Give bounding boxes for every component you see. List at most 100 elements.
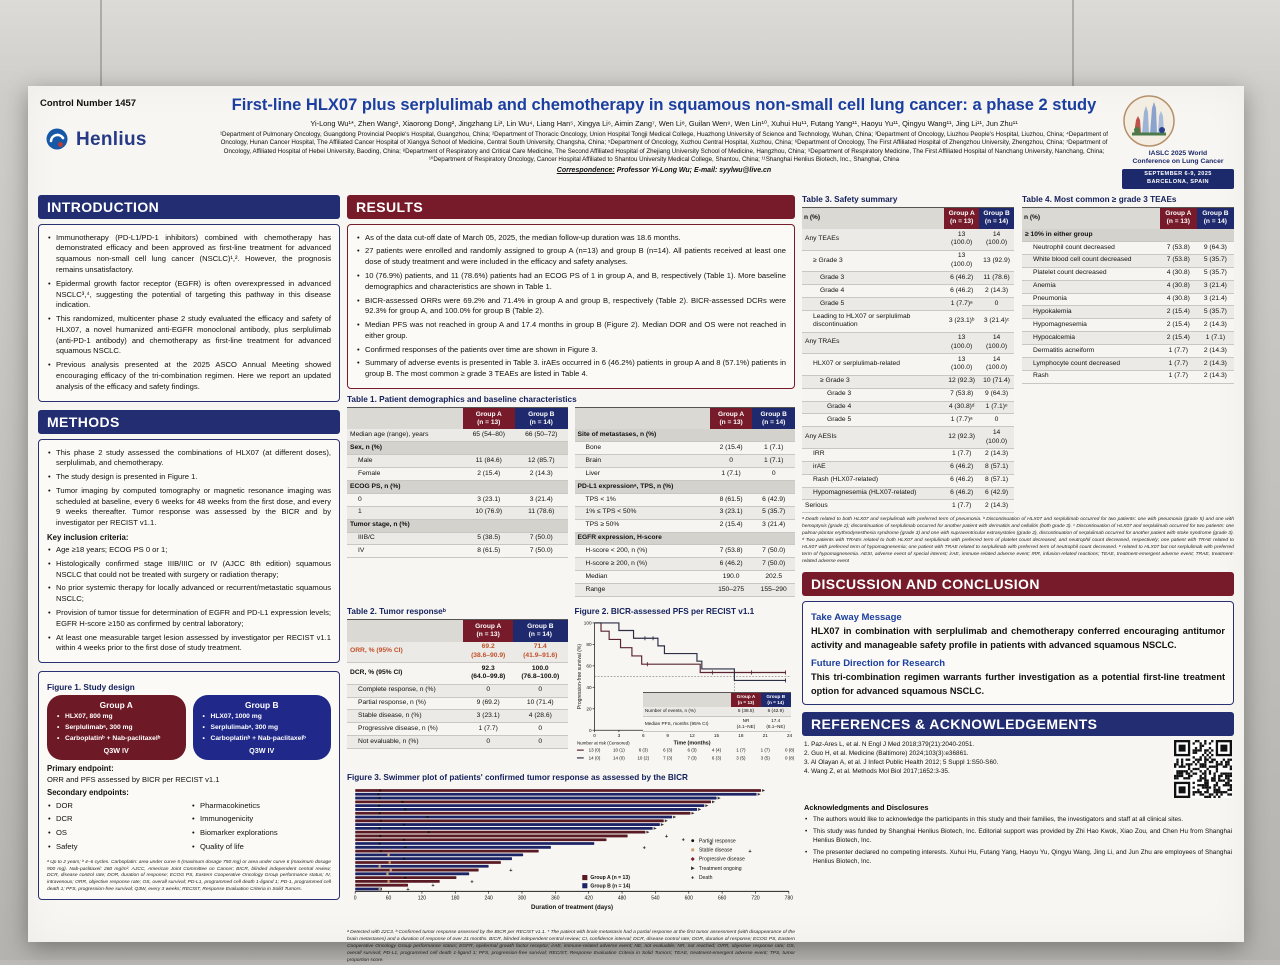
group-a-box: Group A HLX07, 800 mgSerplulimabᵃ, 300 m… <box>47 695 186 760</box>
table-cell-value: 4 (30.8) <box>1160 293 1197 306</box>
table-cell-value: 3 (23.1)ᵇ <box>944 310 979 332</box>
results-bullet: As of the data cut-off date of March 05,… <box>356 233 786 244</box>
table-cell-value: 6 (46.2) <box>944 487 979 500</box>
svg-text:+: + <box>509 868 512 874</box>
poster-title: First-line HLX07 plus serplulimab and ch… <box>214 96 1114 115</box>
svg-text:360: 360 <box>551 896 560 902</box>
table-cell-value: 7 (53.8) <box>944 388 979 401</box>
table-cell-label: 1% ≤ TPS < 50% <box>575 506 710 519</box>
table3-group-b-header: Group B (n = 14) <box>979 207 1014 229</box>
table-cell-value: 4 (28.6) <box>513 710 567 723</box>
table-cell-value: 3 (21.4)ᶜ <box>979 310 1014 332</box>
group-b-schedule: Q3W IV <box>202 746 323 755</box>
table3-group-a-header: Group A (n = 13) <box>944 207 979 229</box>
badge-dates: SEPTEMBER 6-9, 2025 BARCELONA, SPAIN <box>1122 169 1234 189</box>
svg-text:Group A (n = 13): Group A (n = 13) <box>590 875 630 881</box>
table2-block: Table 2. Tumor responseᵇ Group A (n = 13… <box>347 601 568 749</box>
table-cell-value: 6 (42.9) <box>979 487 1014 500</box>
table-cell-label: Female <box>347 468 463 481</box>
table-cell-value: 0 <box>979 298 1014 311</box>
table-cell-value: 10 (76.9) <box>463 506 515 519</box>
reference-item: 3. Al Olayan A, et al. J Infect Public H… <box>804 759 1166 766</box>
table-cell-value: 69.2 (38.6–90.9) <box>463 642 513 663</box>
table1-right-group-a-header: Group A (n = 13) <box>710 408 753 430</box>
table4-block: Table 4. Most common ≥ grade 3 TEAEs n (… <box>1022 195 1234 384</box>
svg-text:0: 0 <box>588 728 591 733</box>
table-cell-label: 1 <box>347 506 463 519</box>
badge-illustration <box>1122 94 1176 148</box>
table-cell-value: 14 (100.0) <box>979 354 1014 376</box>
table-row: Sex, n (%) <box>347 442 568 455</box>
svg-text:+: + <box>470 880 473 886</box>
secondary-endpoint-item: Quality of life <box>191 842 331 853</box>
svg-text:Group B (n = 14): Group B (n = 14) <box>590 884 630 890</box>
discussion-box: Take Away Message HLX07 in combination w… <box>802 601 1234 704</box>
table-cell-value: 14 (100.0) <box>979 427 1014 449</box>
section-header-results: RESULTS <box>347 195 795 219</box>
primary-endpoint-text: ORR and PFS assessed by BICR per RECIST … <box>47 775 331 784</box>
svg-text:Partial response: Partial response <box>699 839 736 845</box>
table-cell-value: 8 (61.5) <box>463 545 515 558</box>
key-inclusion-bullet: No prior systemic therapy for locally ad… <box>47 583 331 605</box>
table-cell-value: 14 (100.0) <box>979 229 1014 250</box>
table-cell-value <box>463 442 515 455</box>
svg-text:Duration of treatment (days): Duration of treatment (days) <box>531 904 613 911</box>
group-b-item: Carboplatinᵇ + Nab-paclitaxelᵇ <box>202 734 323 744</box>
badge-dates-line2: BARCELONA, SPAIN <box>1125 179 1231 187</box>
secondary-endpoint-item: OS <box>47 828 187 839</box>
table-cell-value: 5 (35.7) <box>1197 267 1234 280</box>
table-cell-value: 7 (50.0) <box>752 545 795 558</box>
table-cell-label: Pneumonia <box>1022 293 1160 306</box>
svg-text:Treatment ongoing: Treatment ongoing <box>699 866 742 872</box>
table-cell-value: 0 <box>710 455 753 468</box>
table-cell-label: Grade 4 <box>802 401 944 414</box>
svg-text:1 (7): 1 (7) <box>736 748 746 753</box>
table-cell-label: Not evaluable, n (%) <box>347 736 463 749</box>
henlius-logo-icon <box>44 127 70 153</box>
table-cell-label: Platelet count decreased <box>1022 267 1160 280</box>
introduction-bullet: Previous analysis presented at the 2025 … <box>47 360 331 392</box>
methods-bullet: This phase 2 study assessed the combinat… <box>47 448 331 470</box>
middle-column: RESULTS As of the data cut-off date of M… <box>347 195 795 965</box>
results-bullet: 10 (76.9%) patients, and 11 (78.6%) pati… <box>356 271 786 293</box>
wall-seam <box>100 0 102 92</box>
authors-line: Yi-Long Wu¹*, Zhen Wang¹, Xiaorong Dong²… <box>214 119 1114 128</box>
secondary-endpoint-item: Biomarker explorations <box>191 828 331 839</box>
svg-text:+: + <box>643 846 646 852</box>
table2-group-b-header: Group B (n = 14) <box>513 620 567 642</box>
table-cell-label: PD-L1 expressionᵃ, TPS, n (%) <box>575 481 710 494</box>
svg-text:3 (5): 3 (5) <box>760 756 770 761</box>
svg-text:600: 600 <box>685 896 694 902</box>
svg-text:0 (8): 0 (8) <box>785 756 795 761</box>
table-cell-label: Stable disease, n (%) <box>347 710 463 723</box>
table-cell-value: 0 <box>513 736 567 749</box>
methods-box: This phase 2 study assessed the combinat… <box>38 439 340 664</box>
table-cell-value <box>515 481 568 494</box>
primary-endpoint-label: Primary endpoint: <box>47 764 331 773</box>
table-cell-value: 1 (7.7)ᵃ <box>944 414 979 427</box>
table3-block: Table 3. Safety summary n (%) Group A (n… <box>802 195 1014 514</box>
table-row: TPS < 1%8 (61.5)6 (42.9) <box>575 493 796 506</box>
svg-text:+: + <box>691 876 695 882</box>
wall-seam <box>1072 0 1074 92</box>
pfs-inset-group-b: Group B (n = 14) <box>761 692 791 707</box>
table-cell-value: 66 (50–72) <box>515 429 568 441</box>
table-cell-value: 10 (71.4) <box>513 697 567 710</box>
table-cell-label: Any TRAEs <box>802 332 944 354</box>
table-cell-value: 0 <box>752 468 795 481</box>
svg-text:10 (2): 10 (2) <box>637 756 649 761</box>
table-cell-value: 6 (46.2) <box>710 558 753 571</box>
affiliations: ¹Department of Pulmonary Oncology, Guang… <box>214 131 1114 164</box>
table-cell-label: TPS < 1% <box>575 493 710 506</box>
group-a-item: Carboplatinᵇ + Nab-paclitaxelᵇ <box>56 734 177 744</box>
table-cell-value: 4 (30.8) <box>1160 280 1197 293</box>
table-cell-value: 0 <box>513 684 567 697</box>
introduction-box: Immunotherapy (PD-L1/PD-1 inhibitors) co… <box>38 224 340 402</box>
